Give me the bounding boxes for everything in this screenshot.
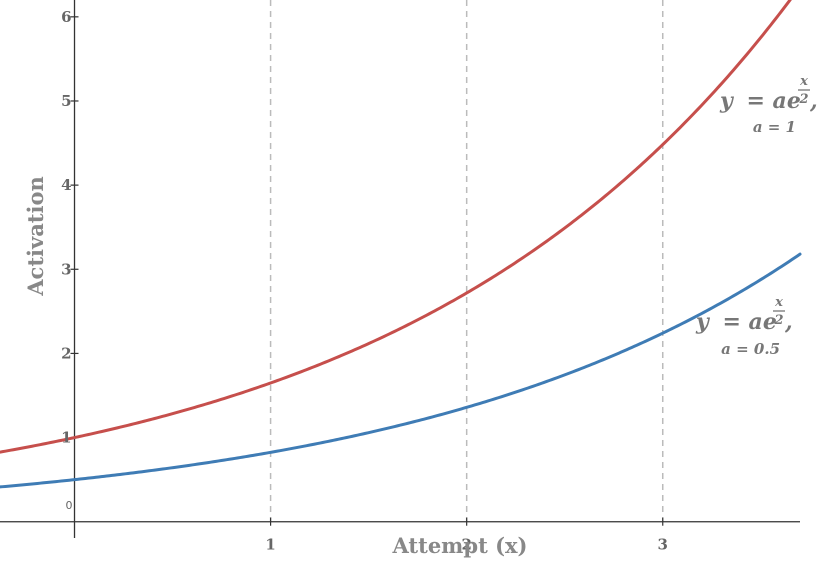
svg-text:y = ae: y = ae <box>719 88 801 114</box>
x-tick-label: 3 <box>658 536 668 554</box>
label-sub: a = 0.5 <box>721 340 780 358</box>
tick-labels: 1 2 3 4 5 6 1 2 3 <box>61 8 668 554</box>
y-axis-title: Activation <box>23 176 48 297</box>
y-tick-label: 5 <box>61 92 71 110</box>
y-tick-label: 6 <box>61 8 71 26</box>
x-tick-label: 2 <box>461 536 471 554</box>
label-y: y <box>719 88 735 114</box>
series-line-1 <box>0 252 802 489</box>
curves <box>0 0 802 489</box>
y-tick-label: 3 <box>61 260 71 278</box>
label-comma: , <box>809 88 818 114</box>
label-eq: = ae <box>746 88 800 114</box>
label-exp-num: x <box>774 295 783 310</box>
label-comma: , <box>784 309 793 335</box>
label-eq: = ae <box>722 309 776 335</box>
y-tick-label: 1 <box>61 429 71 447</box>
origin-label: 0 <box>66 499 73 512</box>
curve-label-a05: y = ae x 2 , a = 0.5 <box>695 295 793 358</box>
label-exp-num: x <box>799 74 808 89</box>
label-exp-den: 2 <box>798 92 808 107</box>
y-tick-label: 2 <box>61 344 71 362</box>
label-exp-den: 2 <box>773 313 783 328</box>
x-tick-label: 1 <box>265 536 275 554</box>
gridlines <box>269 0 664 522</box>
series-line-0 <box>0 0 792 454</box>
x-axis-title: Attempt (x) <box>392 533 528 558</box>
label-y: y <box>695 309 711 335</box>
y-tick-label: 4 <box>61 176 71 194</box>
label-sub: a = 1 <box>753 118 796 136</box>
curve-label-a1: y = ae x 2 , a = 1 <box>719 74 818 136</box>
svg-text:y = ae: y = ae <box>695 309 777 335</box>
axes <box>0 0 800 538</box>
